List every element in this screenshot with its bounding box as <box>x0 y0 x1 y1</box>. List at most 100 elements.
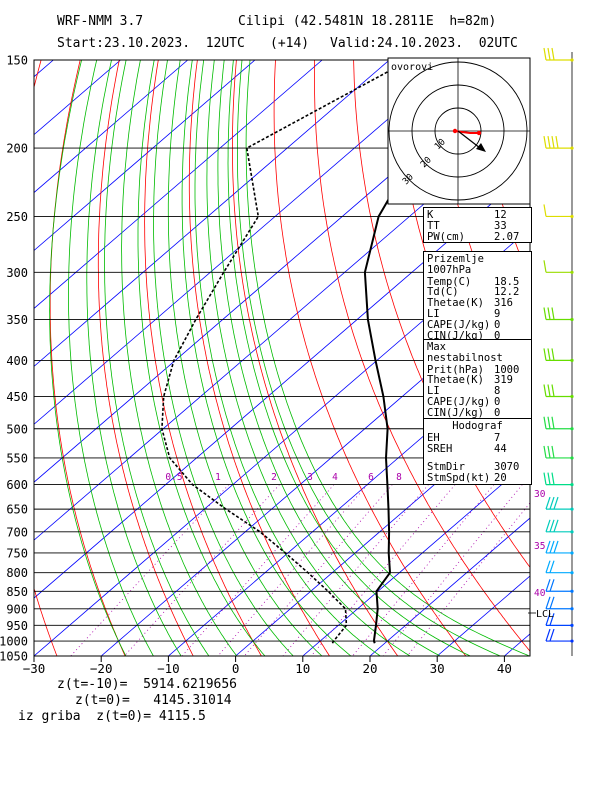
index-row-label: TT <box>427 219 440 232</box>
wind-barb-flag <box>549 496 555 510</box>
temperature-tick-label: −10 <box>157 661 180 676</box>
hodograph-point <box>476 130 482 136</box>
wind-barb-flag <box>549 560 555 573</box>
wind-barb-flag <box>549 613 555 626</box>
isotherm-line <box>34 60 189 194</box>
surface-row-label: CIN(J/kg) <box>427 329 484 342</box>
wind-barb-flag <box>549 540 555 554</box>
wind-barb-flag <box>547 307 551 320</box>
wind-barb-flag <box>553 540 559 554</box>
surface-row: Thetae(K) 316 <box>424 298 531 309</box>
max-instability-row-value: 319 <box>494 374 513 387</box>
max-instability-row-value: 0 <box>494 406 501 419</box>
mixing-ratio-label: 3 <box>307 472 313 483</box>
hodograph-row-label: EH <box>427 431 440 444</box>
mixing-ratio-line <box>124 484 280 656</box>
wind-barb-flag <box>547 416 551 429</box>
max-instability-row-label: Thetae(K) <box>427 374 484 387</box>
pressure-tick-label: 350 <box>6 313 28 327</box>
index-row-label: K <box>427 209 434 221</box>
isotherm-line <box>168 343 530 656</box>
model-name: WRF-NMM 3.7 <box>57 14 144 29</box>
temperature-tick-label: −30 <box>23 661 46 676</box>
wind-barb-flag <box>545 628 551 642</box>
mixing-ratio-line <box>382 484 523 656</box>
max-instability-title: Max nestabilnost <box>427 341 503 364</box>
freezing-height-zero: z(t=0)= 4145.31014 <box>75 693 232 708</box>
wind-barb-dot <box>570 639 574 643</box>
index-row: K 12 <box>424 210 531 221</box>
temperature-tick-label: 30 <box>430 661 445 676</box>
lcl-label: LCL <box>536 609 554 620</box>
surface-row-label: Td(C) <box>427 286 459 299</box>
wind-barb-flag <box>547 384 551 397</box>
wind-barb-dot <box>570 507 574 511</box>
wind-barb-flag <box>543 204 547 217</box>
mixing-ratio-label: 0.5 <box>165 472 182 483</box>
temperature-tick-label: −20 <box>90 661 113 676</box>
hodograph-row-value: 44 <box>494 442 507 455</box>
wind-barb-flag <box>551 384 555 397</box>
station-info: Cilipi (42.5481N 18.2811E h=82m) <box>238 14 497 29</box>
pressure-tick-label: 700 <box>6 525 28 539</box>
surface-row: CAPE(J/kg) 0 <box>424 318 531 331</box>
pressure-tick-label: 400 <box>6 354 28 368</box>
wind-barb-dot <box>570 456 574 460</box>
wind-barb-dot <box>570 482 574 487</box>
valid-time: Valid:24.10.2023. 02UTC <box>330 36 518 51</box>
pressure-tick-label: 250 <box>6 210 28 224</box>
mixing-ratio-label: 4 <box>332 472 338 483</box>
wind-barb-dot <box>570 58 574 62</box>
wind-barb-flag <box>547 348 551 361</box>
wind-barb-dot <box>570 394 574 399</box>
max-instability-row-value: 0 <box>494 395 501 408</box>
mixing-ratio-line <box>70 484 230 656</box>
hodograph-row: StmSpd(kt) 20 <box>424 473 531 484</box>
wind-speed-label: 40 <box>534 588 546 599</box>
max-instability-row-value: 1000 <box>494 363 520 376</box>
dry-adiabat-line <box>0 60 2 656</box>
freezing-height-model: iz griba z(t=0)= 4115.5 <box>18 709 206 724</box>
pressure-tick-label: 1000 <box>0 635 28 649</box>
surface-row: CIN(J/kg) 0 <box>424 329 531 342</box>
max-instability-row-label: LI <box>427 385 440 398</box>
dry-adiabat-line <box>188 60 330 656</box>
pressure-tick-label: 650 <box>6 503 28 517</box>
hodograph-row-label: SREH <box>427 442 453 455</box>
stability-indices-box: K 12 TT 33 PW(cm) 2.07 <box>423 207 532 244</box>
run-start: Start:23.10.2023. 12UTC <box>57 36 245 51</box>
surface-row: Temp(C) 18.5 <box>424 275 531 288</box>
isotherm-line <box>34 60 390 367</box>
pressure-tick-label: 600 <box>6 478 28 492</box>
isotherm-line <box>572 60 600 656</box>
wind-barb-flag <box>551 445 555 459</box>
dewpoint-profile <box>161 60 410 644</box>
wind-barb-flag <box>543 472 547 485</box>
isotherm-line <box>369 517 530 656</box>
pressure-tick-label: 900 <box>6 602 28 616</box>
surface-row-value: 0 <box>494 318 501 331</box>
wind-barb-flag <box>555 136 559 149</box>
wind-barb-dot <box>570 358 574 363</box>
wind-barb-flag <box>549 596 555 609</box>
hodograph-row-value: 20 <box>494 472 507 485</box>
wind-barb-flag <box>543 384 547 397</box>
surface-row-value: 18.5 <box>494 275 520 288</box>
mixing-ratio-line <box>406 502 530 656</box>
wind-barb-flag <box>545 613 551 626</box>
surface-row: Td(C) 12.2 <box>424 287 531 298</box>
hodograph-row: StmDir 3070 <box>424 462 531 473</box>
pressure-tick-label: 1050 <box>0 650 28 664</box>
surface-box: Prizemlje 1007hPa Temp(C) 18.5 Td(C) 12.2 Th… <box>423 251 532 343</box>
max-instability-row: LI 8 <box>424 386 531 397</box>
hodograph-row-label: StmDir <box>427 461 465 474</box>
index-row-value: 2.07 <box>494 230 520 243</box>
forecast-lead: (+14) <box>270 36 310 51</box>
dry-adiabat-line <box>232 60 399 656</box>
max-instability-row-value: 8 <box>494 385 501 398</box>
max-instability-row: CAPE(J/kg) 0 <box>424 397 531 408</box>
hodograph-label: ovorovi <box>391 62 433 73</box>
surface-row-label: Temp(C) <box>427 275 472 288</box>
max-instability-row-label: Prit(hPa) <box>427 363 484 376</box>
max-instability-row-label: CIN(J/kg) <box>427 406 484 419</box>
